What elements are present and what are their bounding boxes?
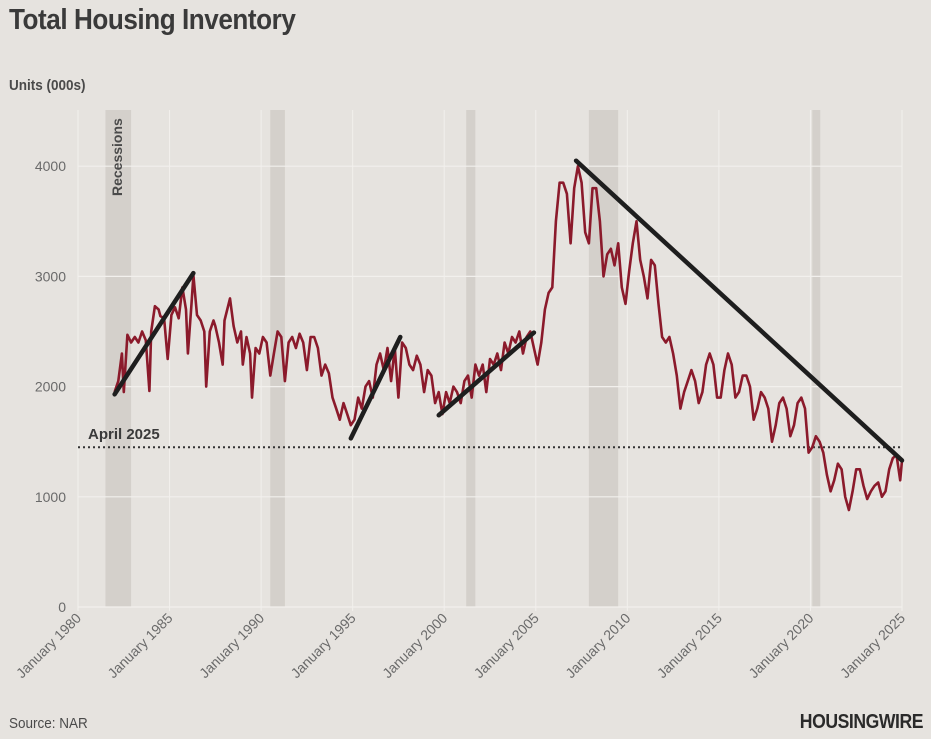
recession-band bbox=[812, 110, 821, 607]
x-tick-label: January 1980 bbox=[13, 610, 84, 681]
chart-title: Total Housing Inventory bbox=[9, 4, 296, 36]
reference-line-group: April 2025 bbox=[78, 426, 902, 449]
trend-lines bbox=[112, 158, 905, 463]
x-tick-label: January 2000 bbox=[379, 610, 450, 681]
recession-band bbox=[270, 110, 285, 607]
x-tick-label: January 2020 bbox=[745, 610, 816, 681]
x-tick-label: January 2025 bbox=[837, 610, 908, 681]
series-group bbox=[113, 164, 904, 512]
y-axis-ticks: 0 1000 2000 3000 4000 bbox=[35, 158, 66, 615]
reference-line-label: April 2025 bbox=[88, 426, 160, 443]
series-line bbox=[113, 164, 904, 512]
recession-bands bbox=[105, 110, 821, 607]
x-axis-ticks: January 1980 January 1985 January 1990 Janu… bbox=[13, 610, 908, 681]
x-tick-label: January 2005 bbox=[471, 610, 542, 681]
recession-band bbox=[466, 110, 476, 607]
trend-line bbox=[112, 270, 196, 397]
trend-line bbox=[348, 334, 403, 441]
source-note: Source: NAR bbox=[9, 715, 88, 732]
y-tick-label: 0 bbox=[58, 599, 66, 615]
y-tick-label: 1000 bbox=[35, 489, 66, 505]
y-tick-label: 3000 bbox=[35, 268, 66, 284]
y-tick-label: 2000 bbox=[35, 379, 66, 395]
x-tick-label: January 2015 bbox=[654, 610, 725, 681]
x-tick-label: January 2010 bbox=[562, 610, 633, 681]
recession-label: Recessions bbox=[109, 118, 125, 196]
x-tick-label: January 1995 bbox=[287, 610, 358, 681]
y-tick-label: 4000 bbox=[35, 158, 66, 174]
y-axis-label: Units (000s) bbox=[9, 77, 86, 94]
x-tick-label: January 1985 bbox=[104, 610, 175, 681]
trend-line bbox=[436, 330, 537, 418]
trend-line bbox=[573, 158, 905, 463]
x-tick-label: January 1990 bbox=[196, 610, 267, 681]
brand-logo: HOUSINGWIRE bbox=[799, 711, 924, 733]
